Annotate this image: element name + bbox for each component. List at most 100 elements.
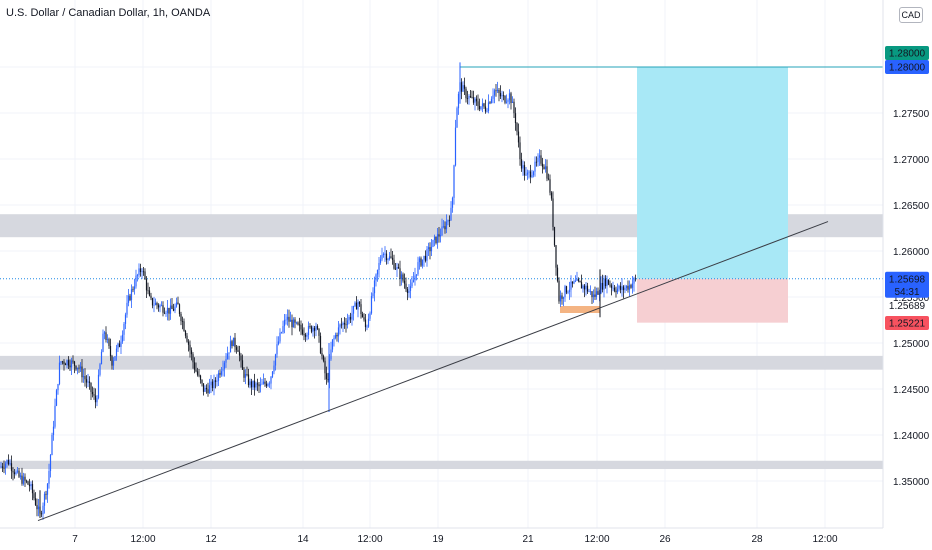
candle-body — [172, 308, 175, 311]
candle-body — [568, 289, 571, 292]
candle-body — [574, 280, 577, 282]
candle-body — [84, 376, 86, 380]
candle-body — [447, 220, 449, 222]
candle-body — [541, 163, 544, 167]
target-label-bg — [885, 60, 929, 74]
candle-body — [4, 463, 7, 469]
candle-body — [142, 271, 145, 273]
candle-body — [591, 291, 593, 298]
currency-button[interactable]: CAD — [899, 7, 923, 23]
time-tick-label: 12:00 — [357, 534, 382, 545]
candle-body — [601, 282, 604, 290]
candle-body — [289, 319, 292, 322]
candle-body — [129, 295, 131, 301]
candle-body — [187, 341, 190, 345]
candle-body — [198, 374, 200, 376]
candle-body — [277, 341, 280, 345]
candle-body — [61, 361, 64, 363]
candle-body — [582, 285, 584, 289]
candle-body — [223, 362, 226, 369]
candle-body — [247, 374, 250, 386]
candle-body — [330, 349, 332, 360]
candle-body — [475, 98, 478, 102]
candle-body — [120, 341, 122, 347]
candle-body — [432, 239, 434, 247]
candle-body — [255, 383, 257, 388]
candle-body — [391, 257, 394, 260]
candle-body — [279, 332, 281, 342]
candle-body — [178, 304, 181, 314]
candle-body — [225, 358, 227, 363]
candle-body — [334, 335, 337, 339]
candle-body — [112, 360, 115, 366]
candle-body — [88, 381, 91, 383]
candle-body — [550, 192, 553, 199]
candle-body — [9, 463, 11, 465]
ascending-trendline[interactable] — [37, 221, 829, 522]
candle-body — [307, 326, 310, 336]
candle-body — [274, 354, 277, 366]
time-axis-ticks: 7 12:00 12 14 12:00 19 21 12:00 26 28 12:00 — [72, 534, 838, 545]
candle-body — [583, 285, 586, 290]
candle-body — [49, 455, 52, 471]
candle-body — [433, 236, 436, 240]
entry-price-label: 1.25689 — [889, 301, 926, 312]
candle-body — [426, 249, 428, 261]
candle-body — [579, 280, 581, 283]
candle-body — [468, 96, 470, 99]
candle-body — [358, 301, 361, 305]
candle-body — [309, 326, 311, 327]
position-stop-area[interactable] — [637, 278, 788, 323]
candle-body — [585, 285, 587, 290]
candle-body — [34, 498, 37, 505]
candle-body — [514, 113, 517, 124]
candle-body — [21, 475, 23, 484]
candle-body — [93, 394, 95, 396]
time-tick-label: 14 — [297, 534, 309, 545]
price-axis-labels: 1.28000 1.28000 1.25698 54:31 1.25689 1.25221 — [885, 46, 929, 330]
candle-body — [612, 287, 614, 289]
candle-body — [562, 297, 565, 299]
candle-body — [592, 294, 595, 298]
candle-body — [363, 317, 365, 320]
candle-body — [276, 344, 278, 355]
candle-body — [438, 234, 440, 237]
time-tick-label: 21 — [522, 534, 534, 545]
candle-body — [121, 334, 124, 342]
entry-marker — [560, 306, 600, 313]
target-label-top-bg — [885, 46, 929, 60]
candle-body — [127, 295, 130, 303]
candle-body — [471, 97, 473, 98]
candle-body — [519, 142, 521, 160]
candle-body — [262, 381, 265, 384]
candle-body — [576, 278, 578, 281]
candle-body — [73, 361, 76, 366]
candle-body — [403, 280, 406, 284]
price-tick-label: 1.27500 — [893, 109, 930, 120]
candle-body — [226, 353, 229, 359]
candle-body — [136, 274, 139, 276]
candle-body — [156, 302, 158, 306]
candle-body — [361, 314, 364, 318]
candle-body — [559, 295, 562, 302]
candle-body — [343, 323, 346, 325]
candle-body — [240, 355, 242, 361]
candle-body — [33, 493, 35, 499]
stop-label-bg — [885, 316, 929, 330]
candle-body — [337, 327, 340, 337]
candle-body — [79, 366, 82, 369]
position-target-area[interactable] — [637, 67, 788, 279]
countdown-label: 54:31 — [894, 287, 919, 298]
candle-body — [169, 305, 172, 314]
candle-body — [60, 361, 62, 363]
time-tick-label: 12:00 — [130, 534, 155, 545]
candle-body — [376, 269, 379, 275]
candle-body — [177, 302, 179, 305]
candle-body — [24, 476, 26, 481]
candle-body — [63, 361, 65, 365]
long-position-tool[interactable] — [560, 67, 788, 323]
time-tick-label: 28 — [751, 534, 763, 545]
candle-body — [369, 313, 371, 319]
candle-body — [366, 326, 368, 328]
